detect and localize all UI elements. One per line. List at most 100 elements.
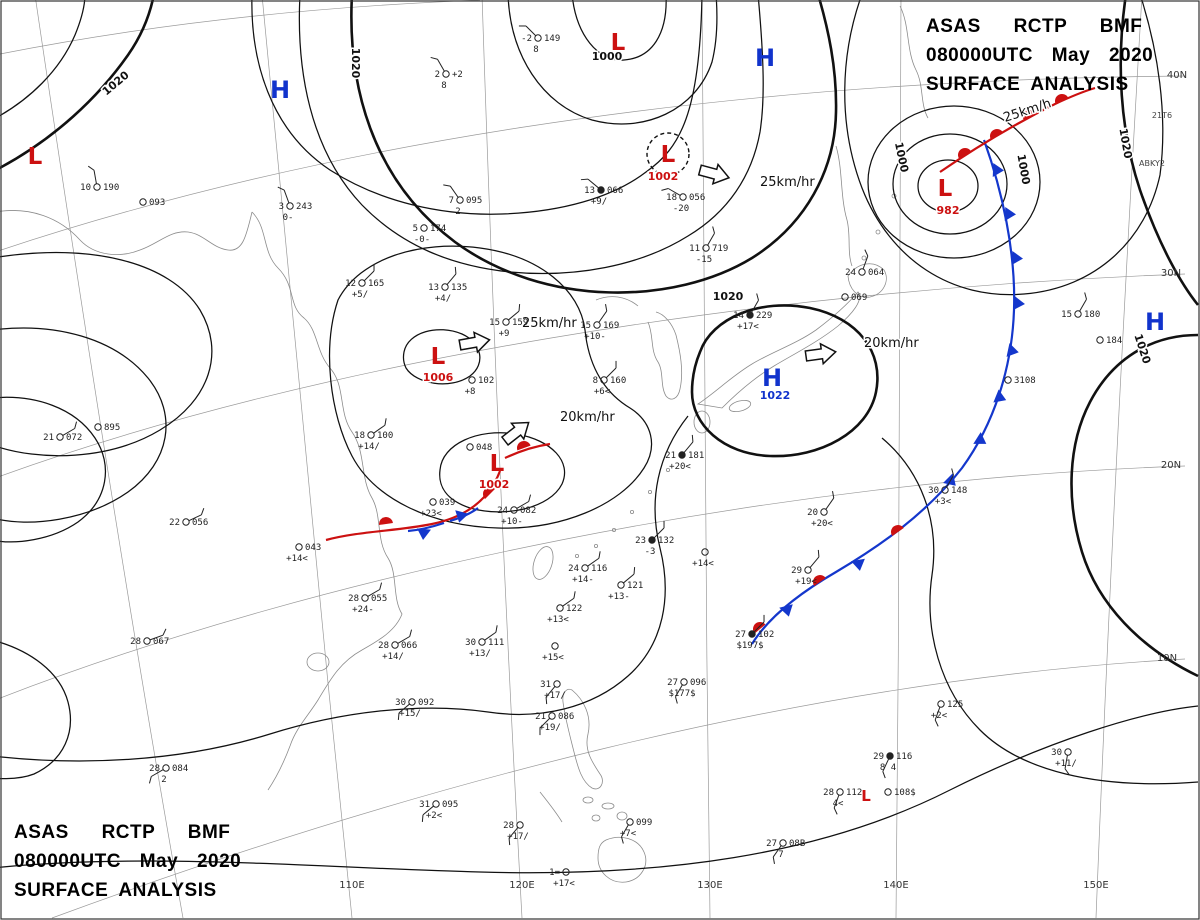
wind-barb-feather <box>384 418 387 426</box>
station-temperature: 27 <box>667 678 678 688</box>
ship-id-label: ABKY2 <box>1139 159 1165 168</box>
station-cloud-circle <box>182 518 190 526</box>
station-pressure: 095 <box>466 196 482 206</box>
wind-barb-feather <box>430 56 438 60</box>
station-temperature: 22 <box>169 518 180 528</box>
chart-id: ASAS RCTP BMF <box>14 822 231 843</box>
warm-front-semicircle <box>379 517 393 525</box>
station-plot: 30 092+15/ <box>395 698 434 721</box>
station-plot: 31+17/ <box>540 680 566 705</box>
station-plot: 3108 <box>1004 376 1036 386</box>
wind-barb <box>363 270 375 282</box>
station-cloud-circle <box>286 202 294 210</box>
cold-front-triangle <box>1013 296 1025 310</box>
warm-front-semicircle <box>1055 94 1069 104</box>
wind-barb-feather <box>539 728 541 736</box>
station-plot: 18 100+14/ <box>354 418 393 452</box>
wind-barb <box>508 310 520 321</box>
station-cloud-circle <box>534 34 542 42</box>
isobar <box>1119 0 1200 306</box>
station-plot: 12 165+5/ <box>345 263 384 300</box>
station-pressure: 08B <box>789 839 805 849</box>
wind-barb <box>283 189 290 204</box>
station-cloud-circle <box>1096 336 1104 344</box>
station-plot: 048 <box>466 443 492 453</box>
wind-barb <box>508 827 519 839</box>
isobar <box>844 0 1164 296</box>
station-dewpoint: +7< <box>620 829 637 839</box>
station-cloud-circle <box>468 376 476 384</box>
station-pressure: 100 <box>377 431 393 441</box>
station-plot: 20+20< <box>807 491 835 529</box>
station-plot: 5 174-0- <box>413 224 447 245</box>
wind-barb-feather <box>598 551 601 559</box>
station-dewpoint: +6< <box>594 387 611 397</box>
station-plot: 102+8 <box>465 376 495 397</box>
coast-kamchatka <box>899 5 929 119</box>
wind-barb <box>422 805 434 816</box>
wind-barb-feather <box>397 712 400 721</box>
station-plot: 28 084 2 <box>148 764 188 785</box>
coast-luzon <box>562 688 603 790</box>
wind-barb <box>449 185 459 198</box>
wind-barb <box>373 424 386 434</box>
isobar <box>1070 333 1199 678</box>
wind-speed-label: 20km/hr <box>864 336 919 351</box>
station-pressure: 064 <box>868 268 884 278</box>
station-plot: 069 <box>841 293 867 303</box>
wind-barb <box>825 497 835 510</box>
warm-front-semicircle <box>891 525 904 537</box>
station-temperature: 5 <box>413 224 418 234</box>
station-cloud-circle <box>581 564 589 572</box>
wind-barb-feather <box>573 591 576 599</box>
wind-barb-feather <box>495 625 498 633</box>
station-temperature: 15 <box>580 321 591 331</box>
coast-visayas <box>616 811 628 821</box>
high-center-symbol: H <box>270 76 290 104</box>
wind-barb <box>446 273 457 285</box>
station-temperature: 15 <box>489 318 500 328</box>
station-pressure: 121 <box>627 581 643 591</box>
chart-datetime: 080000UTC May 2020 <box>14 851 242 872</box>
station-pressure: 066 <box>607 186 623 196</box>
isobar-value-label: 1020 <box>1116 127 1134 160</box>
longitude-label: 130E <box>697 880 722 891</box>
high-center-symbol: H <box>762 364 782 392</box>
station-pressure: 069 <box>851 293 867 303</box>
station-dewpoint: +3< <box>935 497 952 507</box>
coast-kyushu <box>693 410 711 434</box>
parallel-50n <box>0 0 481 55</box>
station-cloud-circle <box>295 543 303 551</box>
wind-barb-feather <box>661 188 669 191</box>
wind-barb <box>623 573 635 584</box>
station-cloud-circle <box>779 839 787 847</box>
station-pressure: 229 <box>756 311 772 321</box>
coast-palawan <box>539 791 563 823</box>
station-pressure: 149 <box>544 34 560 44</box>
station-temperature: 2 <box>435 70 440 80</box>
station-cloud-circle <box>941 486 949 494</box>
station-temperature: 24 <box>845 268 856 278</box>
longitude-label: 110E <box>339 880 364 891</box>
wind-barb <box>809 556 820 568</box>
station-cloud-circle <box>1074 310 1082 318</box>
station-pressure: 184 <box>1106 336 1122 346</box>
station-pressure: 243 <box>296 202 312 212</box>
cold-front-triangle <box>992 163 1004 177</box>
station-plot: 23 132-3 <box>635 520 674 557</box>
station-temperature: 28 <box>823 788 834 798</box>
warm-front-semicircle <box>517 441 531 451</box>
parallel-40n <box>0 75 1186 251</box>
station-pressure: 102 <box>758 630 774 640</box>
longitude-label: 150E <box>1083 880 1108 891</box>
wind-barb <box>862 255 869 270</box>
station-temperature: 31 <box>419 800 430 810</box>
station-plot: +15< <box>542 642 564 663</box>
station-pressure: 169 <box>603 321 619 331</box>
station-dewpoint: +10- <box>501 517 523 527</box>
station-temperature: 29 <box>873 752 884 762</box>
station-temperature: 30 <box>395 698 406 708</box>
